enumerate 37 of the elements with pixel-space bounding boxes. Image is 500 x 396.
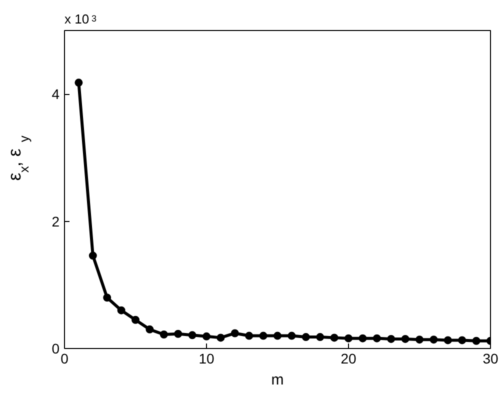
point xyxy=(103,294,112,302)
point xyxy=(288,332,296,340)
x-tick-label: 10 xyxy=(198,350,214,366)
point xyxy=(458,336,466,344)
point xyxy=(401,334,410,343)
point xyxy=(174,330,182,338)
point xyxy=(117,306,126,314)
point xyxy=(146,325,154,334)
point xyxy=(132,316,140,324)
point xyxy=(188,331,196,340)
y-tick-label: 4 xyxy=(52,86,60,102)
point xyxy=(88,252,97,260)
point xyxy=(245,332,254,340)
x-axis-title: m xyxy=(271,372,284,388)
point xyxy=(430,336,438,344)
point xyxy=(387,334,396,343)
point xyxy=(444,336,452,344)
point xyxy=(160,330,168,338)
x-tick-label: 20 xyxy=(340,350,356,366)
point xyxy=(216,334,225,342)
y-tick-label: 0 xyxy=(52,340,60,356)
point xyxy=(330,334,338,342)
point xyxy=(274,332,282,340)
point xyxy=(344,334,352,342)
y-axis-title: εx, εy xyxy=(4,135,32,181)
point xyxy=(302,333,310,342)
point xyxy=(372,334,381,342)
point xyxy=(472,336,480,345)
x-tick-label: 30 xyxy=(482,350,498,366)
point xyxy=(259,332,268,340)
point xyxy=(316,333,324,342)
point xyxy=(358,334,367,342)
point xyxy=(74,78,83,87)
y-tick-label: 2 xyxy=(52,213,60,230)
point xyxy=(202,332,210,340)
point xyxy=(230,329,239,338)
point xyxy=(416,336,424,344)
